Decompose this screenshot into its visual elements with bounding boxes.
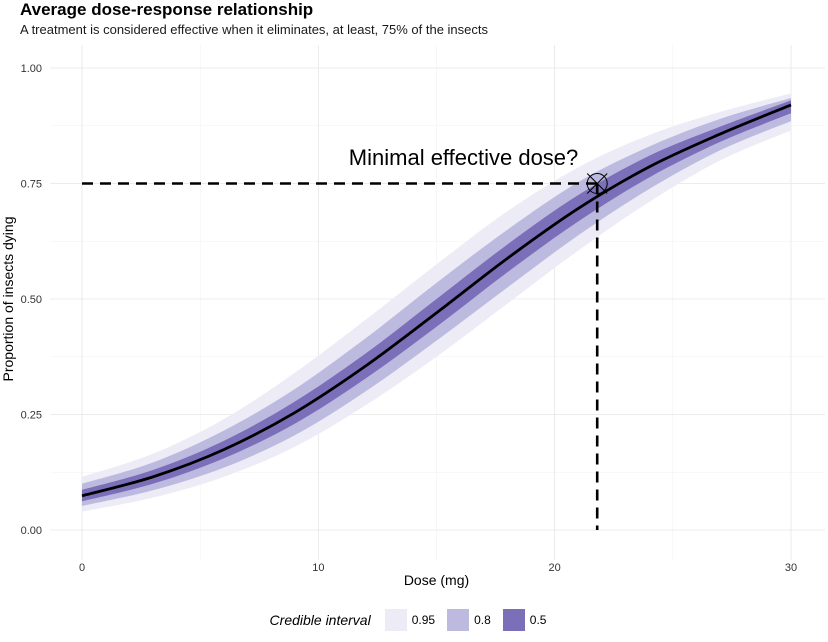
legend-swatch-08 <box>447 609 470 631</box>
y-axis-title: Proportion of insects dying <box>0 217 16 382</box>
legend-swatch-095 <box>384 609 407 631</box>
mean-curve <box>81 103 792 498</box>
legend-label-08: 0.8 <box>474 613 491 627</box>
legend-swatch-05 <box>502 609 525 631</box>
annotation-minimal-effective-dose: Minimal effective dose? <box>349 145 579 170</box>
y-tick-label: 0.25 <box>21 410 42 422</box>
x-tick-label: 20 <box>549 562 561 574</box>
legend: Credible interval 0.95 0.8 0.5 <box>0 609 828 631</box>
y-tick-label: 0.50 <box>21 294 42 306</box>
credible-band-05 <box>82 100 791 502</box>
legend-item-095: 0.95 <box>384 609 436 631</box>
legend-item-05: 0.5 <box>502 609 547 631</box>
legend-label-05: 0.5 <box>529 613 547 627</box>
y-tick-label: 0.75 <box>21 179 42 191</box>
y-tick-label: 1.00 <box>21 63 42 75</box>
chart-subtitle: A treatment is considered effective when… <box>20 22 489 37</box>
target-marker-cross-b <box>586 173 608 194</box>
x-tick-label: 0 <box>79 562 85 574</box>
legend-title: Credible interval <box>269 612 371 628</box>
chart-title: Average dose-response relationship <box>20 0 314 19</box>
x-tick-label: 30 <box>785 562 797 574</box>
legend-label-095: 0.95 <box>411 613 436 627</box>
y-tick-label: 0.00 <box>21 525 42 537</box>
x-tick-label: 10 <box>312 562 324 574</box>
legend-item-08: 0.8 <box>447 609 491 631</box>
target-marker <box>586 173 608 194</box>
x-axis-title: Dose (mg) <box>404 572 469 588</box>
dose-response-chart: 0 10 20 30 0.00 0.25 0.50 0.75 1.00 Minimal effec… <box>0 45 825 588</box>
